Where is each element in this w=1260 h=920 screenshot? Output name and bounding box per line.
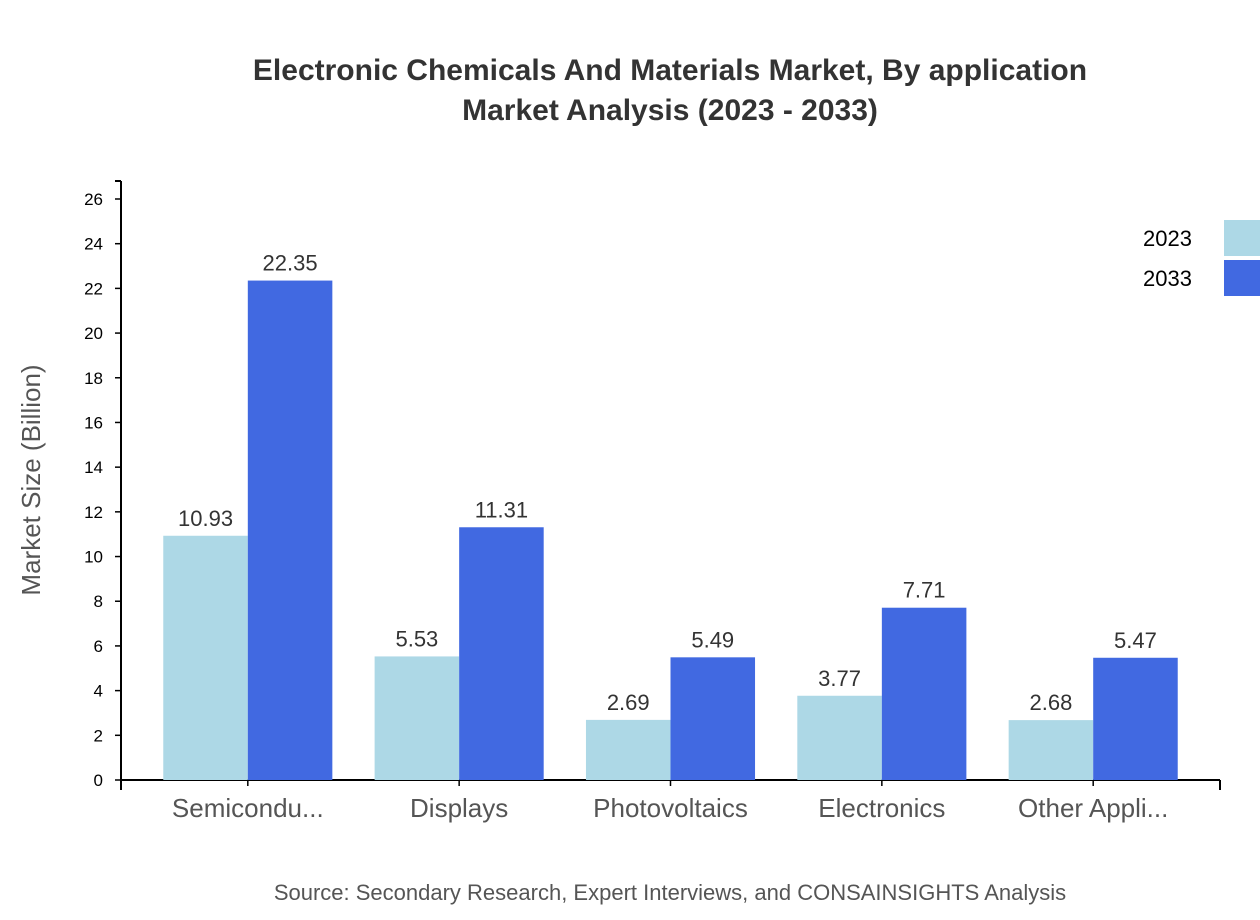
data-label: 2.69 (607, 690, 650, 715)
y-tick-label: 14 (84, 458, 103, 477)
y-tick-label: 0 (94, 771, 103, 790)
legend-label: 2033 (1143, 266, 1192, 291)
bar-2033 (881, 607, 967, 780)
chart-title: Electronic Chemicals And Materials Marke… (253, 54, 1087, 87)
y-axis-label: Market Size (Billion) (16, 364, 46, 595)
x-tick-label: Semicondu... (172, 793, 324, 823)
y-tick-label: 18 (84, 369, 103, 388)
data-label: 2.68 (1030, 690, 1073, 715)
y-tick-label: 8 (94, 592, 103, 611)
y-tick-label: 26 (84, 190, 103, 209)
data-label: 5.47 (1114, 628, 1157, 653)
y-tick-label: 12 (84, 503, 103, 522)
y-tick-label: 10 (84, 548, 103, 567)
bar-2033 (459, 527, 544, 780)
bar-2023 (1008, 720, 1094, 780)
bar-2023 (585, 719, 671, 780)
data-label: 22.35 (263, 251, 318, 276)
bar-2033 (1093, 657, 1178, 780)
legend-swatch-2033 (1224, 260, 1260, 296)
data-label: 5.53 (395, 626, 438, 651)
bar-2023 (797, 695, 882, 780)
data-label: 5.49 (691, 627, 734, 652)
legend-label: 2023 (1143, 226, 1192, 251)
y-tick-label: 22 (84, 279, 103, 298)
data-label: 11.31 (475, 497, 528, 522)
y-tick-label: 20 (84, 324, 103, 343)
y-tick-label: 16 (84, 413, 103, 432)
x-tick-label: Displays (410, 793, 508, 823)
bar-2033 (670, 657, 756, 780)
source-note: Source: Secondary Research, Expert Inter… (274, 880, 1066, 905)
bar-2023 (374, 656, 460, 780)
chart-subtitle: Market Analysis (2023 - 2033) (462, 94, 878, 127)
y-tick-label: 24 (84, 235, 103, 254)
x-tick-label: Photovoltaics (593, 793, 748, 823)
y-tick-label: 6 (94, 637, 103, 656)
x-tick-label: Electronics (818, 793, 945, 823)
bar-2023 (163, 535, 248, 780)
bar-2033 (247, 280, 333, 780)
y-tick-label: 4 (94, 682, 103, 701)
data-label: 7.71 (903, 578, 946, 603)
data-label: 10.93 (178, 506, 233, 531)
y-tick-label: 2 (94, 726, 103, 745)
x-tick-label: Other Appli... (1018, 793, 1168, 823)
legend-swatch-2023 (1224, 220, 1260, 256)
data-label: 3.77 (818, 666, 861, 691)
